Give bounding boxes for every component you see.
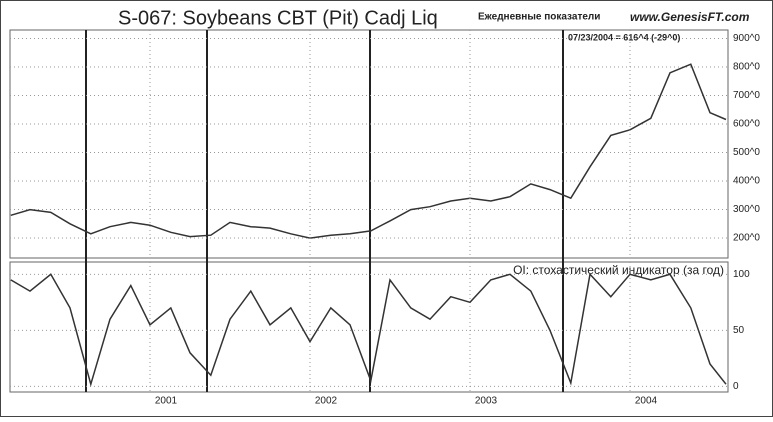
data-line [10,272,727,387]
y-tick-label: 900^0 [733,33,760,44]
y-tick-label: 0 [733,381,739,392]
data-line [10,63,727,239]
source: www.GenesisFT.com [630,10,750,24]
subtitle: Ежедневные показатели [478,12,600,23]
y-tick-label: 300^0 [733,204,760,215]
x-tick-label: 2002 [315,396,338,407]
annotation: 07/23/2004 = 616^4 (-29^0) [568,32,680,42]
y-tick-label: 700^0 [733,90,760,101]
y-tick-label: 100 [733,269,750,280]
y-tick-label: 600^0 [733,119,760,130]
y-tick-label: 800^0 [733,62,760,73]
x-tick-label: 2003 [475,396,498,407]
chart-title: S-067: Soybeans CBT (Pit) Cadj Liq [118,7,438,29]
x-tick-label: 2004 [635,396,658,407]
y-tick-label: 50 [733,325,745,336]
y-tick-label: 500^0 [733,147,760,158]
x-tick-label: 2001 [155,396,178,407]
indicator-title: OI: стохастический индикатор (за год) [513,263,724,277]
y-tick-label: 200^0 [733,233,760,244]
y-tick-label: 400^0 [733,176,760,187]
